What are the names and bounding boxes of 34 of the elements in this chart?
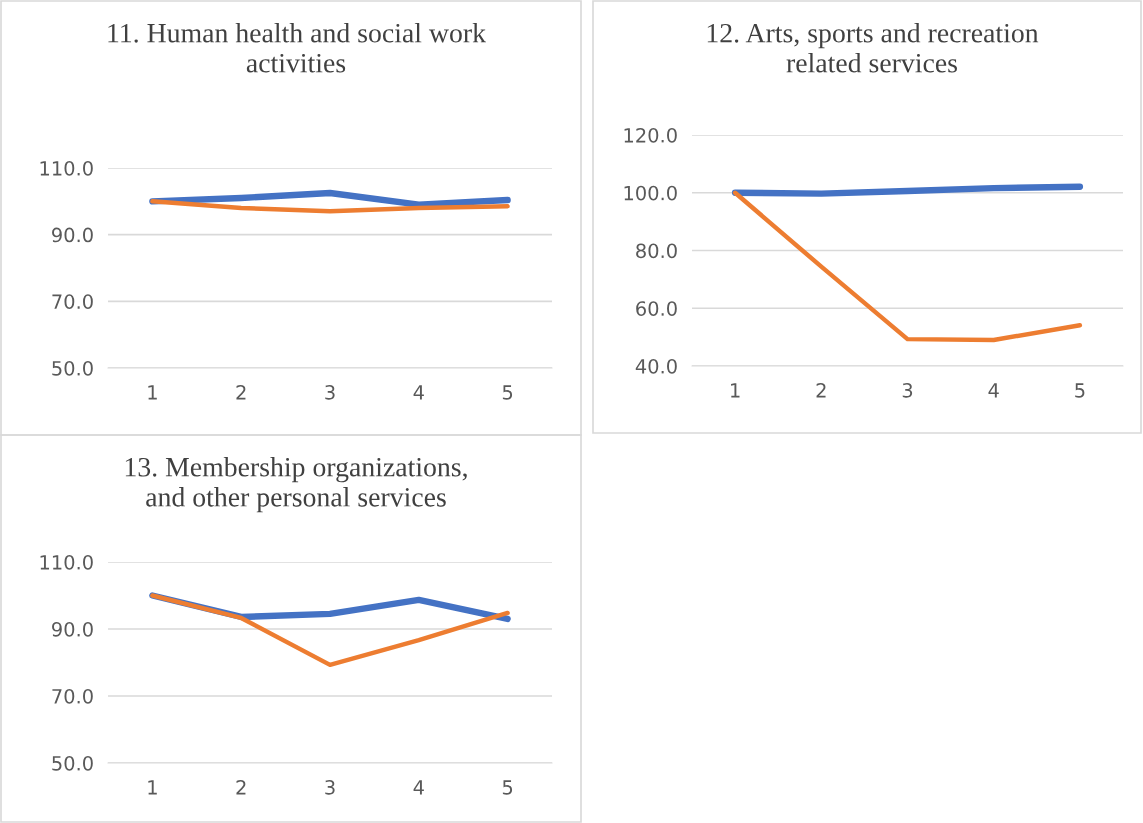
y-tick-label: 110.0 — [40, 160, 93, 176]
y-tick-label: 90.0 — [52, 621, 93, 637]
x-tick-label: 3 — [325, 385, 335, 400]
line-series — [150, 593, 510, 668]
y-tick-label: 70.0 — [52, 294, 93, 309]
y-tick-label: 50.0 — [52, 360, 93, 376]
y-tick-label: 120.0 — [624, 127, 677, 143]
line-series — [150, 199, 510, 214]
x-tick-label: 3 — [902, 383, 913, 398]
x-tick-label: 4 — [413, 780, 424, 795]
x-tick-label: 1 — [731, 383, 740, 398]
line-series — [732, 190, 1083, 343]
x-tick-label: 5 — [1075, 383, 1085, 398]
x-tick-label: 4 — [988, 383, 999, 398]
y-tick-label: 40.0 — [635, 358, 677, 374]
x-tick-label: 5 — [502, 385, 513, 400]
y-tick-label: 90.0 — [52, 227, 93, 243]
x-tick-label: 1 — [148, 780, 157, 795]
x-tick-label: 2 — [236, 385, 246, 400]
y-tick-label: 80.0 — [636, 243, 677, 259]
chart-title: 13. Membership organizations, and other personal services — [125, 457, 467, 513]
y-tick-label: 60.0 — [636, 301, 677, 316]
x-tick-label: 2 — [816, 383, 826, 398]
chart-title: 12. Arts, sports and recreation related services — [707, 23, 1039, 73]
x-tick-label: 3 — [325, 780, 335, 795]
chart-title: 11. Human health and social work activities — [108, 23, 487, 73]
x-tick-label: 2 — [236, 780, 246, 795]
y-tick-label: 100.0 — [624, 185, 677, 201]
x-tick-label: 1 — [148, 385, 157, 400]
x-tick-label: 4 — [413, 385, 424, 400]
y-tick-label: 110.0 — [40, 554, 93, 570]
x-tick-label: 5 — [502, 780, 513, 795]
y-tick-label: 50.0 — [52, 755, 93, 771]
y-tick-label: 70.0 — [52, 688, 93, 704]
